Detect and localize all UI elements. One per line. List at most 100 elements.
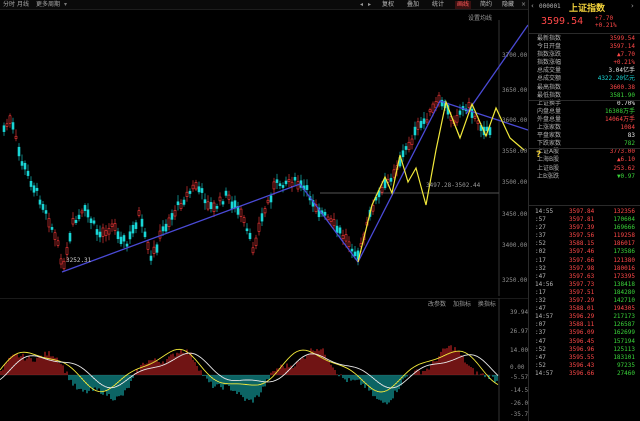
- overlay-button[interactable]: 叠加: [407, 1, 420, 8]
- tick-time: :07: [535, 321, 546, 329]
- stat-label: 总成交量: [537, 67, 562, 75]
- candle-body: [128, 231, 132, 240]
- y-tick: 3700.00: [502, 52, 528, 59]
- tick-volume: 183101: [613, 353, 635, 361]
- stat-value: 83: [627, 132, 635, 140]
- candle-body: [428, 109, 432, 113]
- tick-time: :32: [535, 264, 546, 272]
- adjust-button[interactable]: 复权: [382, 1, 395, 8]
- tick-price: 3597.73: [569, 280, 595, 288]
- y-tick: 3550.00: [502, 148, 528, 155]
- candle-body: [35, 187, 39, 191]
- next-stock-icon[interactable]: ›: [631, 2, 634, 10]
- tick-time: :57: [535, 216, 546, 224]
- tab-more-periods[interactable]: 更多周期: [36, 1, 61, 8]
- candle-body: [458, 110, 462, 115]
- tick-row: :07 3588.11 126587: [529, 321, 640, 329]
- candle-body: [86, 209, 90, 218]
- tab-monthly[interactable]: 月线: [17, 1, 30, 8]
- tick-time: 14:57: [535, 369, 554, 377]
- chevron-down-icon[interactable]: ▾: [64, 1, 68, 8]
- yellow-wave-line: [445, 101, 461, 139]
- tick-volume: 217173: [613, 313, 635, 321]
- hide-button[interactable]: 隐藏: [502, 1, 515, 8]
- candle-body: [440, 99, 444, 107]
- candle-body: [206, 201, 210, 210]
- tick-price: 3588.01: [569, 305, 595, 313]
- macd-chart[interactable]: [0, 298, 528, 421]
- y-tick: 3600.00: [502, 117, 528, 124]
- tick-price: 3597.56: [569, 232, 595, 240]
- tick-volume: 125113: [613, 345, 635, 353]
- switch-indicator-button[interactable]: 换指标: [477, 301, 496, 308]
- candle-body: [176, 201, 180, 206]
- tick-row: :32 3597.98 180016: [529, 265, 640, 273]
- close-icon[interactable]: ×: [520, 1, 527, 8]
- tick-time: :52: [535, 361, 546, 369]
- tick-list[interactable]: 14:55 3597.84 132356:57 3597.81 170604:27 359…: [529, 208, 640, 378]
- stat-value: 4322.20亿元: [597, 75, 635, 83]
- tick-time: :47: [535, 337, 546, 345]
- candle-body: [26, 170, 30, 176]
- tick-price: 3596.43: [569, 361, 595, 369]
- prev-icon[interactable]: ◂: [359, 1, 363, 8]
- settings-ma-link[interactable]: 设置均线: [468, 15, 493, 22]
- tick-time: :37: [535, 232, 546, 240]
- tab-intraday[interactable]: 分时: [3, 1, 16, 8]
- prev-stock-icon[interactable]: ‹: [531, 2, 534, 10]
- candle-body: [248, 232, 252, 240]
- simple-button[interactable]: 简约: [480, 1, 493, 8]
- candle-body: [389, 177, 393, 182]
- help-icon[interactable]: ?: [536, 150, 542, 160]
- stat-label: 上B涨跌: [537, 172, 560, 180]
- candle-body: [41, 204, 45, 210]
- stat-row: 总成交额 4322.20亿元: [529, 75, 640, 83]
- tick-time: 14:55: [535, 208, 554, 215]
- candle-body: [32, 185, 36, 193]
- stats-list: 最新指数 3599.54 今日开盘 3597.14 指数涨跌 ▲7.70 指数涨幅 +0.21…: [529, 35, 640, 181]
- y-tick: 3500.00: [502, 179, 528, 186]
- stat-label: 今日开盘: [537, 43, 562, 51]
- macd-panel[interactable]: 改参数 加指标 换指标 39.94 26.97 14.00 0.00 -5.57…: [0, 298, 532, 421]
- tick-price: 3596.45: [569, 337, 595, 345]
- tick-time: :17: [535, 288, 546, 296]
- stat-label: 上证B股: [537, 164, 560, 172]
- stats-button[interactable]: 统计: [432, 1, 445, 8]
- candle-body: [104, 230, 108, 236]
- chart-area[interactable]: 设置均线 3700.00 3650.00 3600.00 3550.00 350…: [0, 10, 532, 421]
- candle-body: [50, 227, 54, 230]
- stat-label: 指数涨跌: [537, 51, 562, 59]
- tick-time: :02: [535, 248, 546, 256]
- price-panel[interactable]: 设置均线 3700.00 3650.00 3600.00 3550.00 350…: [0, 10, 528, 296]
- candle-body: [431, 103, 435, 113]
- candle-body: [167, 217, 171, 227]
- candle-body: [20, 161, 24, 166]
- next-icon[interactable]: ▸: [367, 1, 371, 8]
- tick-time: :47: [535, 305, 546, 313]
- draw-line-button[interactable]: 画线: [455, 1, 472, 9]
- candle-body: [413, 126, 417, 136]
- change-pct: +0.21%: [595, 22, 617, 29]
- add-indicator-button[interactable]: 加指标: [452, 301, 471, 308]
- candle-body: [329, 218, 333, 222]
- stat-label: 下跌家数: [537, 140, 562, 148]
- change-params-button[interactable]: 改参数: [428, 301, 447, 308]
- y-tick: 3650.00: [502, 87, 528, 94]
- stat-value: 253.62: [613, 164, 635, 172]
- candle-body: [260, 213, 264, 222]
- tick-price: 3597.46: [569, 248, 595, 256]
- tick-volume: 170604: [613, 216, 635, 224]
- stock-code: 000001: [539, 3, 561, 10]
- candlestick-chart[interactable]: [0, 10, 528, 296]
- candle-body: [158, 230, 162, 239]
- stat-value: 3600.38: [609, 83, 635, 91]
- stat-row: 下跌家数 782: [529, 140, 640, 148]
- stat-value: 14064万手: [604, 115, 635, 123]
- tick-volume: 184280: [613, 288, 635, 296]
- candle-body: [254, 237, 258, 246]
- candle-body: [380, 187, 384, 193]
- tick-row: :17 3597.51 184280: [529, 289, 640, 297]
- candle-body: [110, 223, 114, 227]
- tick-volume: 121380: [613, 256, 635, 264]
- tick-time: :52: [535, 240, 546, 248]
